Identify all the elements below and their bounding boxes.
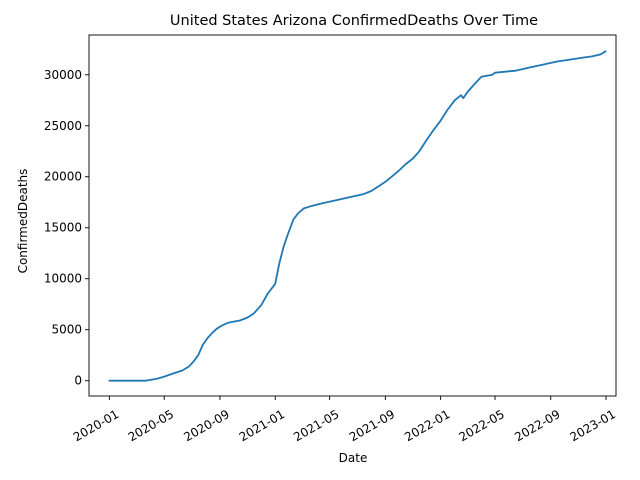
x-axis-label: Date — [339, 451, 368, 465]
chart-title: United States Arizona ConfirmedDeaths Ov… — [170, 13, 538, 29]
y-tick-label: 20000 — [44, 170, 82, 184]
y-tick-label: 0 — [74, 374, 82, 388]
series-layer — [108, 50, 607, 382]
y-tick-label: 15000 — [44, 221, 82, 235]
series-line — [108, 50, 607, 382]
y-tick-label: 25000 — [44, 119, 82, 133]
y-tick-label: 10000 — [44, 272, 82, 286]
y-axis-label: ConfirmedDeaths — [16, 169, 30, 274]
y-tick-label: 5000 — [51, 323, 82, 337]
y-axis-ticks: 0 5000 10000 15000 20000 25000 30000 — [44, 68, 89, 388]
axes-spines — [88, 34, 617, 397]
y-tick-label: 30000 — [44, 68, 82, 82]
plot-frame — [88, 34, 617, 397]
